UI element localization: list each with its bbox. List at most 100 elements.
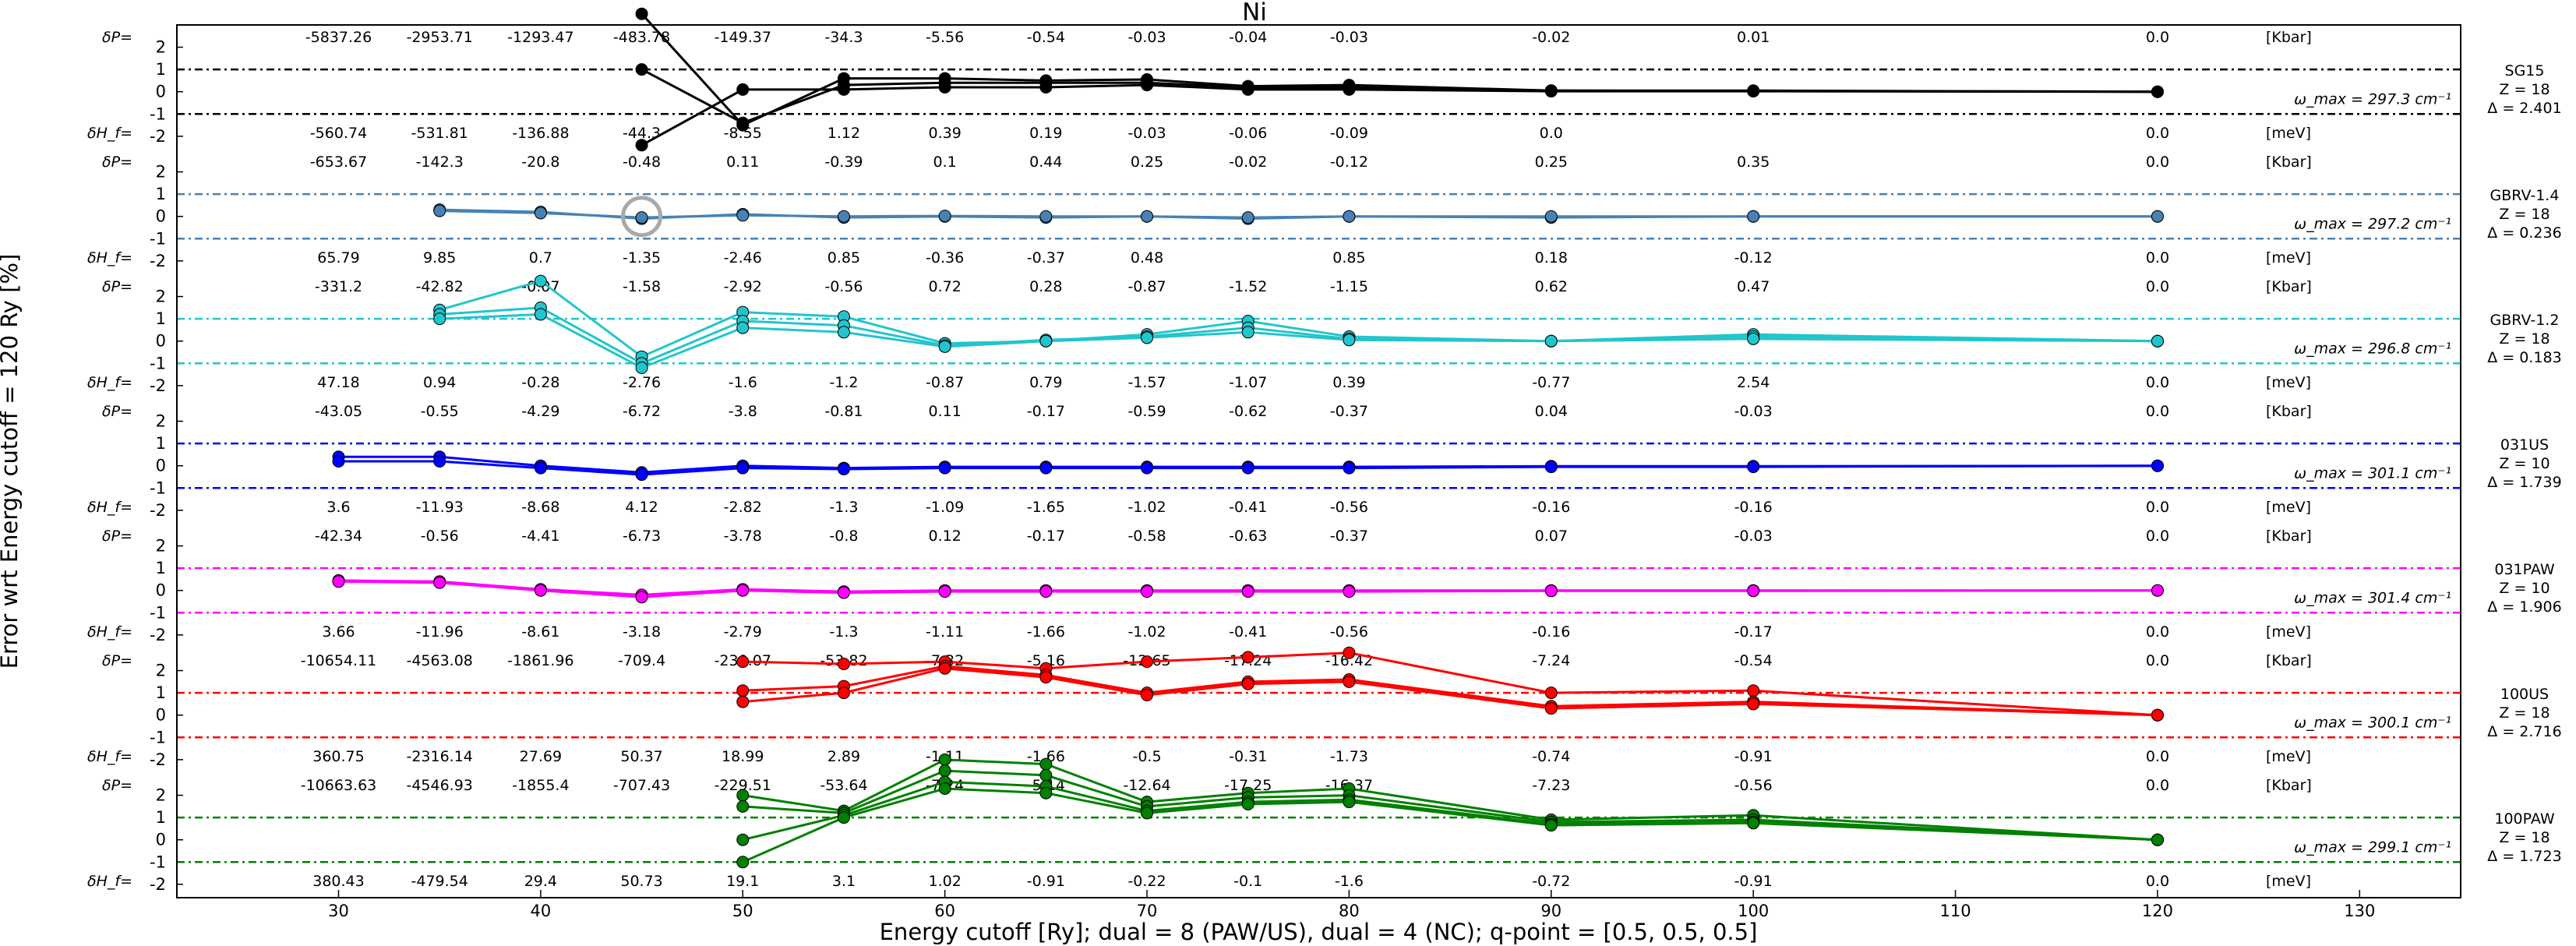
dp-label: δP= xyxy=(102,777,132,794)
y-tick-label: -1 xyxy=(150,354,166,372)
dh-value: -1.02 xyxy=(1127,623,1166,641)
data-point xyxy=(1141,331,1154,344)
pseudo-name: GBRV-1.2 xyxy=(2490,312,2560,329)
data-point xyxy=(1241,585,1254,598)
data-point xyxy=(1747,684,1760,697)
panels: 2 1 0 -1 -2 δP= δH_f= -5837.26 -2953.71 -1293.47 -… xyxy=(87,7,2562,894)
data-point xyxy=(938,662,951,675)
dh-value: -2.82 xyxy=(724,499,762,516)
x-tick-label: 70 xyxy=(1137,902,1158,920)
data-point xyxy=(736,684,750,697)
data-point xyxy=(736,321,750,334)
data-point xyxy=(1544,210,1558,223)
dp-value: -4546.93 xyxy=(406,777,472,794)
x-tick-label: 130 xyxy=(2344,902,2375,920)
data-point xyxy=(736,833,750,846)
series-line xyxy=(743,769,2158,842)
dh-label: δH_f= xyxy=(87,873,132,890)
data-point xyxy=(1544,687,1558,700)
dp-label: δP= xyxy=(102,652,132,669)
data-point xyxy=(2151,833,2164,846)
data-point xyxy=(1141,585,1154,598)
data-point xyxy=(1241,651,1254,664)
dp-value: -2.92 xyxy=(724,278,762,295)
dp-value: -1293.47 xyxy=(507,29,573,46)
dp-unit: [Kbar] xyxy=(2266,777,2312,794)
dh-value: -0.91 xyxy=(1027,873,1065,890)
dh-value: 27.69 xyxy=(520,748,562,765)
data-point xyxy=(1039,81,1053,94)
x-axis-label: Energy cutoff [Ry]; dual = 8 (PAW/US), d… xyxy=(880,919,1758,945)
data-point xyxy=(1544,584,1558,598)
dp-value: -0.02 xyxy=(1229,154,1267,171)
data-point xyxy=(534,584,547,597)
dp-value: -0.03 xyxy=(1734,528,1773,545)
dp-value: 0.12 xyxy=(928,528,961,545)
dp-value: -1.15 xyxy=(1330,278,1368,295)
dh-label: δH_f= xyxy=(87,623,132,641)
dp-value: -0.17 xyxy=(1027,403,1065,420)
data-point xyxy=(736,655,750,669)
data-point xyxy=(1141,807,1154,820)
dh-value: 18.99 xyxy=(722,748,764,765)
dh-value: -0.12 xyxy=(1734,249,1773,267)
series-line xyxy=(743,651,2158,717)
dp-value: -10663.63 xyxy=(301,777,377,794)
z-value: Z = 18 xyxy=(2499,206,2550,223)
dp-value: 0.01 xyxy=(1737,29,1770,46)
y-tick-label: 1 xyxy=(156,808,166,827)
panel-gbrv-1-4: 2 1 0 -1 -2 δP= δH_f= -653.67 -142.3 -20.8 -0.48 0.… xyxy=(87,154,2562,270)
y-tick-label: -1 xyxy=(150,229,166,248)
data-point xyxy=(837,326,850,339)
dh-value: -0.06 xyxy=(1229,125,1267,142)
data-point xyxy=(534,461,547,475)
dh-value: -1.66 xyxy=(1027,748,1065,765)
data-point xyxy=(635,7,648,20)
delta-value: Δ = 0.183 xyxy=(2487,349,2561,366)
data-point xyxy=(736,856,750,869)
data-point xyxy=(2151,210,2164,223)
z-value: Z = 10 xyxy=(2499,580,2550,597)
data-point xyxy=(1241,798,1254,810)
dp-label: δP= xyxy=(102,528,132,545)
omega-max-label: ω_max = 297.2 cm⁻¹ xyxy=(2294,216,2451,233)
delta-value: Δ = 1.739 xyxy=(2487,474,2561,491)
dh-value: 0.39 xyxy=(928,125,961,142)
dh-value: -0.56 xyxy=(1330,623,1368,641)
data-point xyxy=(1241,83,1254,96)
dp-label: δP= xyxy=(102,278,132,295)
dp-value: -10654.11 xyxy=(301,652,377,669)
dp-value: -4.29 xyxy=(521,403,559,420)
dh-value: -0.09 xyxy=(1330,125,1368,142)
data-point xyxy=(2151,85,2164,98)
data-point xyxy=(1544,85,1558,98)
y-tick-label: 0 xyxy=(156,457,166,475)
dp-value: -4.41 xyxy=(521,528,559,545)
dp-value: -3.78 xyxy=(724,528,762,545)
dh-value: 0.7 xyxy=(529,249,552,267)
data-point xyxy=(1343,646,1356,659)
dh-value: 3.6 xyxy=(326,499,350,516)
dh-value: -560.74 xyxy=(310,125,367,142)
data-point xyxy=(1039,334,1053,348)
y-tick-label: 0 xyxy=(156,581,166,600)
data-point xyxy=(1241,326,1254,339)
data-point xyxy=(1343,796,1356,809)
data-point xyxy=(1343,675,1356,688)
dp-label: δP= xyxy=(102,403,132,420)
dh-value: -2316.14 xyxy=(406,748,472,765)
dh-label: δH_f= xyxy=(87,249,132,267)
dp-value: -0.56 xyxy=(421,528,459,545)
dp-value: -53.64 xyxy=(820,777,867,794)
dh-value: -8.68 xyxy=(521,499,559,516)
data-point xyxy=(736,461,750,475)
z-value: Z = 18 xyxy=(2499,829,2550,846)
data-point xyxy=(837,687,850,700)
dh-value: 0.0 xyxy=(2146,623,2169,641)
dp-value: -5.16 xyxy=(1027,652,1065,669)
panel-100us: 2 1 0 -1 -2 δP= δH_f= -10654.11 -4563.08 -1861.96… xyxy=(87,646,2562,769)
pseudo-name: 100US xyxy=(2500,686,2549,703)
dp-value: -0.12 xyxy=(1330,154,1368,171)
dh-value: -0.74 xyxy=(1532,748,1570,765)
dh-value: -1.73 xyxy=(1330,748,1368,765)
